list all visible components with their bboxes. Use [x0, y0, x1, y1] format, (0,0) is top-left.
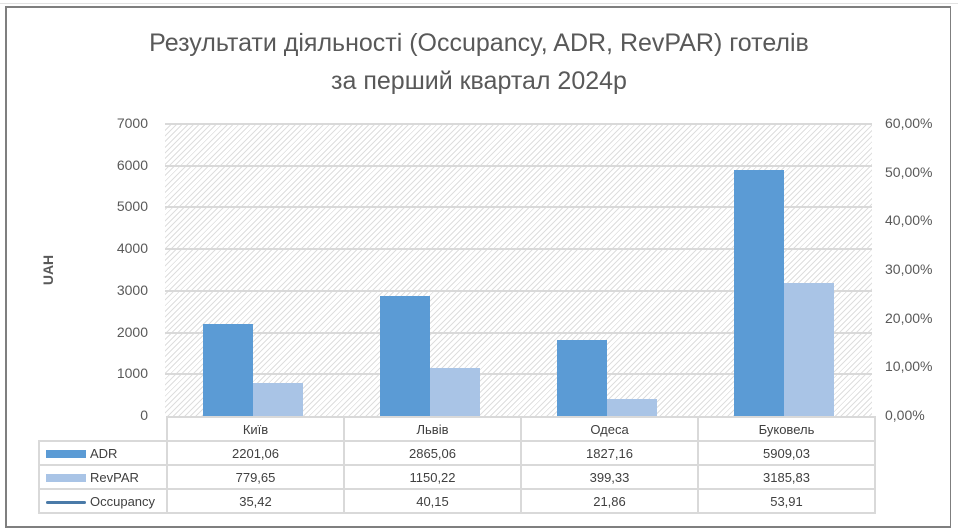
data-table-row-adr: ADR 2201,06 2865,06 1827,16 5909,03 — [38, 440, 876, 466]
legend-entry-adr[interactable]: ADR — [38, 440, 168, 466]
y2-tick-label: 60,00% — [885, 115, 933, 131]
y2-tick-label: 10,00% — [885, 358, 933, 375]
bar-revpar-0[interactable] — [253, 383, 304, 416]
y-tick-label: 4000 — [116, 240, 148, 257]
data-table-row-revpar: RevPAR 779,65 1150,22 399,33 3185,83 — [38, 464, 876, 490]
table-cell: 2865,06 — [343, 440, 522, 466]
table-cell: 2201,06 — [166, 440, 345, 466]
legend-key-adr-icon — [46, 450, 86, 459]
table-cell: 35,42 — [166, 488, 345, 514]
y-tick-label: 1000 — [116, 365, 148, 382]
table-cell: 1150,22 — [343, 464, 522, 490]
bar-adr-2[interactable] — [556, 339, 607, 416]
legend-entry-occupancy[interactable]: Occupancy — [38, 488, 168, 514]
y-tick-label: 0 — [140, 407, 148, 423]
y-tick-label: 2000 — [116, 323, 148, 340]
legend-key-occupancy-line-icon — [46, 500, 86, 504]
legend-key-revpar-icon — [46, 474, 86, 483]
data-table-header-row: Київ Львів Одеса Буковель — [39, 416, 876, 442]
category-header: Одеса — [520, 416, 699, 442]
y-tick-label: 5000 — [116, 198, 148, 215]
bar-revpar-2[interactable] — [606, 399, 657, 416]
table-cell: 5909,03 — [697, 440, 876, 466]
table-cell: 779,65 — [166, 464, 345, 490]
major-gridline — [165, 123, 872, 125]
major-gridline — [165, 331, 872, 334]
y2-tick-label: 40,00% — [885, 212, 933, 229]
category-header: Львів — [343, 416, 522, 442]
sheet-gridline — [0, 3, 958, 4]
bar-revpar-3[interactable] — [783, 283, 834, 416]
y-tick-label: 6000 — [116, 156, 148, 173]
major-gridline — [165, 373, 872, 376]
chart-title-line-1[interactable]: Результати діяльності (Occupancy, ADR, R… — [149, 29, 809, 57]
legend-label: RevPAR — [90, 469, 139, 485]
category-header: Буковель — [697, 416, 876, 442]
bar-adr-1[interactable] — [380, 296, 431, 416]
bar-revpar-1[interactable] — [430, 368, 481, 416]
legend-label: ADR — [90, 445, 118, 461]
bar-adr-0[interactable] — [203, 324, 254, 416]
y2-tick-label: 20,00% — [885, 309, 933, 326]
major-gridline — [165, 248, 872, 251]
major-gridline — [165, 164, 872, 167]
major-gridline — [165, 206, 872, 209]
y-tick-label: 7000 — [116, 115, 148, 131]
table-cell: 21,86 — [520, 488, 699, 514]
major-gridline — [165, 289, 872, 292]
y2-tick-label: 30,00% — [885, 261, 933, 277]
data-table-row-occupancy: Occupancy 35,42 40,15 21,86 53,91 — [38, 488, 876, 514]
table-cell: 399,33 — [520, 464, 699, 490]
chart-title-line-2[interactable]: за перший квартал 2024р — [331, 67, 627, 95]
legend-label: Occupancy — [90, 493, 156, 509]
data-table-corner — [39, 417, 168, 442]
bar-adr-3[interactable] — [733, 169, 784, 416]
y2-tick-label: 0,00% — [885, 407, 925, 423]
y2-tick-label: 50,00% — [885, 163, 933, 180]
table-cell: 53,91 — [697, 488, 876, 514]
table-cell: 3185,83 — [697, 464, 876, 490]
legend-entry-revpar[interactable]: RevPAR — [38, 464, 168, 490]
data-table[interactable]: Київ Львів Одеса Буковель ADR 2201,06 28… — [38, 416, 876, 514]
table-cell: 40,15 — [343, 488, 522, 514]
y-axis-title[interactable]: UAH — [40, 254, 56, 286]
category-header: Київ — [166, 416, 345, 442]
table-cell: 1827,16 — [520, 440, 699, 466]
y-tick-label: 3000 — [116, 281, 148, 298]
